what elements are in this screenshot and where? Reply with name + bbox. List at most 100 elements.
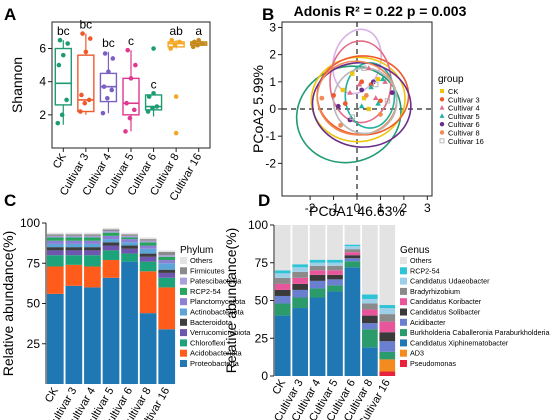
data-point — [80, 31, 85, 36]
bar-segment — [102, 231, 120, 233]
y-tick-label: 75 — [255, 256, 269, 270]
bar-segment — [274, 315, 291, 376]
bar-segment — [139, 239, 157, 241]
data-point — [102, 51, 108, 56]
y-tick-label: 0 — [269, 102, 276, 116]
legend-swatch — [400, 287, 407, 295]
legend-swatch — [400, 329, 407, 337]
y-tick-label: 4 — [39, 75, 46, 89]
bar-segment — [84, 266, 101, 288]
data-point — [86, 97, 92, 103]
legend-label: Cultivar 3 — [448, 95, 480, 104]
data-point — [79, 92, 84, 98]
legend-swatch — [180, 287, 187, 295]
bar-segment — [158, 256, 176, 261]
y-tick-label: 100 — [248, 218, 268, 232]
data-point — [349, 114, 356, 120]
x-tick-label: -1 — [328, 201, 339, 215]
panel-letter: D — [258, 191, 270, 210]
bar-segment — [292, 277, 308, 284]
data-point — [199, 41, 205, 46]
bar-segment — [46, 240, 64, 244]
legend-swatch — [439, 138, 445, 144]
bar-segment — [158, 263, 176, 270]
bar-segment — [362, 329, 378, 348]
legend-swatch — [439, 105, 445, 110]
data-point — [342, 101, 348, 106]
bar-segment — [344, 244, 361, 247]
data-point — [105, 95, 110, 101]
bar-segment — [344, 258, 361, 262]
bar-segment — [327, 262, 343, 266]
bar-segment — [309, 262, 326, 266]
data-point — [196, 37, 202, 43]
bar-segment — [362, 309, 378, 316]
data-point — [145, 109, 151, 114]
data-point — [368, 84, 374, 90]
legend-label: Actinobacteriota — [190, 308, 245, 317]
bar-segment — [46, 266, 64, 294]
bar-segment — [158, 269, 176, 273]
bar-segment — [309, 270, 326, 275]
bar-segment — [274, 295, 291, 304]
outlier-point — [173, 130, 179, 136]
data-point — [192, 39, 197, 45]
data-point — [361, 95, 367, 101]
bar-segment — [84, 247, 101, 251]
legend-label: Patescibacteria — [190, 277, 242, 286]
bar-segment — [292, 283, 308, 290]
data-point — [154, 104, 160, 109]
legend-swatch — [439, 113, 445, 118]
legend-label: Candidatus Koribacter — [410, 297, 482, 306]
bar-segment — [46, 237, 64, 241]
data-point — [359, 79, 365, 85]
y-tick-label: 50 — [255, 294, 269, 308]
legend-swatch — [180, 339, 187, 347]
box — [77, 54, 95, 113]
legend-swatch — [400, 257, 407, 264]
legend-title: Phylum — [180, 245, 213, 256]
bar-segment — [379, 321, 396, 333]
significance-letter: c — [128, 34, 134, 48]
bar-segment — [65, 255, 83, 265]
bar-segment — [274, 289, 291, 296]
bar-segment — [139, 240, 157, 243]
bar-segment — [344, 249, 361, 253]
data-point — [375, 100, 381, 106]
bar-segment — [344, 267, 361, 376]
bar-segment — [139, 261, 157, 272]
data-point — [127, 115, 133, 121]
bar-segment — [84, 250, 101, 256]
bar-segment — [102, 229, 120, 232]
bar-segment — [121, 234, 138, 236]
data-point — [65, 41, 70, 46]
bar-segment — [274, 283, 291, 290]
bar-segment — [327, 279, 343, 286]
box — [122, 77, 140, 116]
bar-segment — [292, 289, 308, 298]
bar-segment — [344, 246, 361, 250]
data-point — [128, 76, 134, 81]
bar-segment — [362, 298, 378, 304]
panel-b: B Adonis R² = 0.22 p = 0.003 -2 -1 0 1 2 3 -2 -1 0… — [250, 3, 484, 219]
y-tick-label: 6 — [39, 42, 46, 56]
confidence-ellipse — [310, 56, 406, 143]
data-point — [124, 100, 129, 106]
y-tick-label: 0 — [261, 369, 268, 383]
data-point — [56, 62, 62, 68]
data-point — [319, 95, 325, 101]
bar-segment — [84, 237, 101, 241]
data-point — [361, 65, 367, 71]
legend-label: Burkholderia Caballeronia Paraburkholder… — [410, 328, 549, 337]
data-point — [125, 47, 130, 53]
bar-segment — [158, 329, 176, 384]
bar-segment — [121, 261, 138, 384]
bar-segment — [379, 225, 396, 306]
y-tick-label: 1 — [269, 75, 276, 89]
y-tick-label: 2 — [269, 48, 276, 62]
bar-segment — [362, 323, 378, 330]
bar-segment — [309, 265, 326, 271]
bar-segment — [379, 359, 396, 372]
x-tick-label: 2 — [401, 201, 408, 215]
